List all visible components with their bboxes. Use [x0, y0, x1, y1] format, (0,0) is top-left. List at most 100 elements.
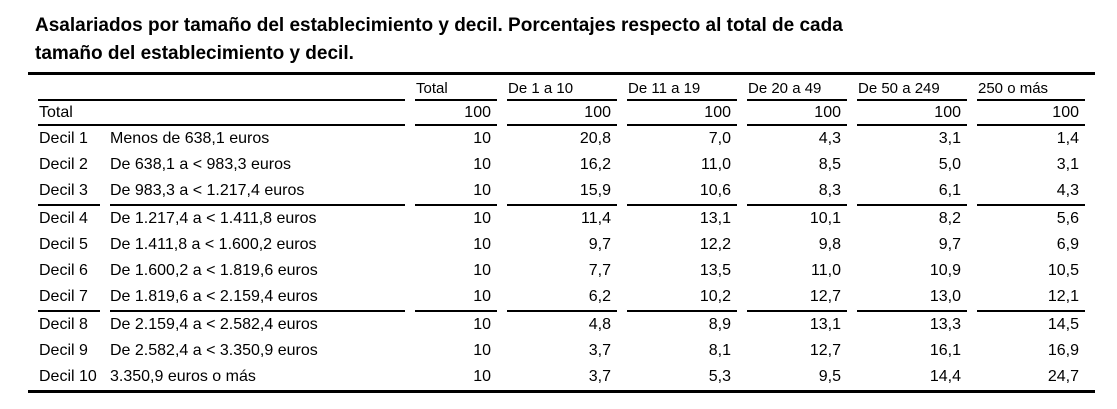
value-cell: 5,6 [1056, 210, 1079, 227]
value-cell: 8,3 [747, 178, 847, 206]
value-cell: 13,0 [857, 284, 967, 312]
value-cell: 20,8 [579, 130, 611, 147]
header-row: Total De 1 a 10 De 11 a 19 De 20 a 49 De… [38, 75, 1085, 101]
decil-label-cell: Decil 8 [39, 316, 88, 333]
value-cell: 8,5 [818, 156, 841, 173]
value-cell: 13,3 [929, 316, 961, 333]
value-cell: 4,8 [588, 316, 611, 333]
value-cell: 7,0 [708, 130, 731, 147]
column-header-50-a-249: De 50 a 249 [857, 75, 967, 101]
decil-label-cell: Decil 7 [38, 284, 100, 312]
decil-row: Decil 4 De 1.217,4 a < 1.411,8 euros 10 11,… [38, 206, 1085, 232]
value-cell: 13,5 [699, 262, 731, 279]
decil-label-cell: Decil 3 [38, 178, 100, 206]
total-value-cell: 100 [747, 101, 847, 126]
decil-row: Decil 9 De 2.582,4 a < 3.350,9 euros 10 3,7… [38, 338, 1085, 364]
range-cell: De 1.819,6 a < 2.159,4 euros [110, 284, 405, 312]
decil-row: Decil 6 De 1.600,2 a < 1.819,6 euros 10 7,7… [38, 258, 1085, 284]
total-value-cell: 100 [627, 101, 737, 126]
value-cell: 6,9 [1056, 236, 1079, 253]
value-cell: 12,7 [809, 342, 841, 359]
decil-row: Decil 2 De 638,1 a < 983,3 euros 10 16,2 11,… [38, 152, 1085, 178]
decil-label-cell: Decil 10 [39, 368, 97, 385]
value-cell: 14,4 [929, 368, 961, 385]
decil-label-cell: Decil 1 [39, 130, 88, 147]
decil-label-cell: Decil 9 [39, 342, 88, 359]
decil-row: Decil 1 Menos de 638,1 euros 10 20,8 7,0 4,3 3… [38, 126, 1085, 152]
value-cell: 13,1 [699, 210, 731, 227]
value-cell: 9,8 [818, 236, 841, 253]
value-cell: 9,7 [588, 236, 611, 253]
value-cell: 10,5 [1047, 262, 1079, 279]
stub-header-cell [38, 75, 405, 101]
value-cell: 7,7 [588, 262, 611, 279]
range-cell: De 2.582,4 a < 3.350,9 euros [110, 342, 318, 359]
value-cell: 12,2 [699, 236, 731, 253]
value-cell: 10 [473, 316, 491, 333]
value-cell: 24,7 [1047, 368, 1079, 385]
range-cell: Menos de 638,1 euros [110, 130, 270, 147]
decil-label-cell: Decil 5 [39, 236, 88, 253]
value-cell: 3,7 [588, 368, 611, 385]
value-cell: 16,9 [1047, 342, 1079, 359]
decile-table-wrapper: Total De 1 a 10 De 11 a 19 De 20 a 49 De… [28, 72, 1095, 393]
value-cell: 10 [473, 156, 491, 173]
value-cell: 8,9 [708, 316, 731, 333]
title-line-1: Asalariados por tamaño del establecimien… [35, 15, 843, 36]
value-cell: 5,0 [938, 156, 961, 173]
title-line-2: tamaño del establecimiento y decil. [35, 43, 354, 64]
decil-label-cell: Decil 6 [39, 262, 88, 279]
value-cell: 10 [415, 178, 497, 206]
value-cell: 11,0 [811, 262, 841, 279]
decil-row: Decil 3 De 983,3 a < 1.217,4 euros 10 15,9 1… [38, 178, 1085, 206]
value-cell: 10,2 [627, 284, 737, 312]
value-cell: 6,1 [857, 178, 967, 206]
value-cell: 3,1 [938, 130, 961, 147]
total-value-cell: 100 [507, 101, 617, 126]
value-cell: 16,1 [929, 342, 961, 359]
value-cell: 8,1 [708, 342, 731, 359]
value-cell: 1,4 [1056, 130, 1079, 147]
value-cell: 6,2 [507, 284, 617, 312]
decil-row: Decil 5 De 1.411,8 a < 1.600,2 euros 10 9,7… [38, 232, 1085, 258]
total-value-cell: 100 [977, 101, 1085, 126]
value-cell: 10 [473, 368, 491, 385]
value-cell: 12,1 [977, 284, 1085, 312]
total-row-label: Total [38, 101, 405, 126]
value-cell: 10 [415, 284, 497, 312]
total-value-cell: 100 [857, 101, 967, 126]
value-cell: 9,5 [818, 368, 841, 385]
decil-row: Decil 8 De 2.159,4 a < 2.582,4 euros 10 4,8… [38, 312, 1085, 338]
range-cell: De 983,3 a < 1.217,4 euros [110, 178, 405, 206]
value-cell: 15,9 [507, 178, 617, 206]
value-cell: 10 [473, 342, 491, 359]
total-row: Total 100 100 100 100 100 100 [38, 101, 1085, 126]
value-cell: 11,4 [581, 210, 611, 227]
range-cell: De 1.600,2 a < 1.819,6 euros [110, 262, 318, 279]
decil-row: Decil 7 De 1.819,6 a < 2.159,4 euros 10 6,2… [38, 284, 1085, 312]
total-value-cell: 100 [415, 101, 497, 126]
value-cell: 11,0 [701, 156, 731, 173]
value-cell: 5,3 [708, 368, 731, 385]
value-cell: 4,3 [977, 178, 1085, 206]
column-header-total: Total [415, 75, 497, 101]
value-cell: 10,6 [627, 178, 737, 206]
value-cell: 13,1 [809, 316, 841, 333]
value-cell: 3,1 [1056, 156, 1079, 173]
column-header-20-a-49: De 20 a 49 [747, 75, 847, 101]
value-cell: 14,5 [1047, 316, 1079, 333]
value-cell: 10 [473, 262, 491, 279]
value-cell: 3,7 [588, 342, 611, 359]
column-header-11-a-19: De 11 a 19 [627, 75, 737, 101]
decil-row: Decil 10 3.350,9 euros o más 10 3,7 5,3 9,5 14… [38, 364, 1085, 390]
column-header-250-o-mas: 250 o más [977, 75, 1085, 101]
value-cell: 10 [473, 210, 491, 227]
range-cell: 3.350,9 euros o más [110, 368, 256, 385]
range-cell: De 1.217,4 a < 1.411,8 euros [110, 210, 317, 227]
value-cell: 9,7 [938, 236, 961, 253]
range-cell: De 1.411,8 a < 1.600,2 euros [110, 236, 317, 253]
value-cell: 10,9 [929, 262, 961, 279]
page-title: Asalariados por tamaño del establecimien… [35, 12, 1117, 68]
value-cell: 16,2 [579, 156, 611, 173]
